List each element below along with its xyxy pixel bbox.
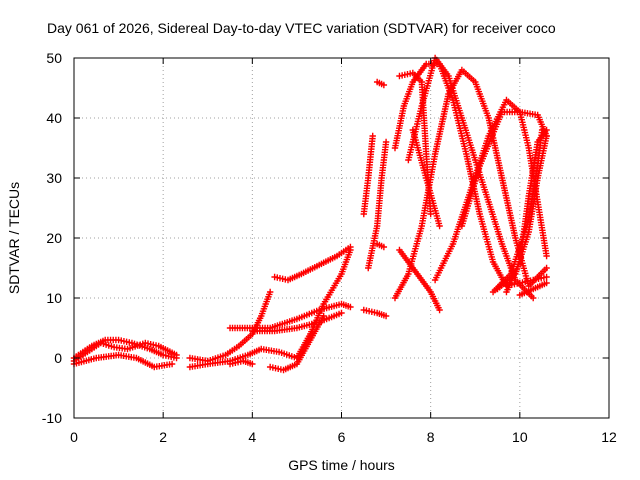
data-point (347, 303, 354, 311)
series-track-8 (226, 300, 354, 332)
y-tick-label: 20 (46, 230, 62, 246)
data-point (369, 132, 376, 140)
x-axis-label: GPS time / hours (288, 457, 395, 473)
data-point (543, 279, 550, 287)
series-track-26 (458, 108, 550, 230)
series-track-17 (396, 246, 443, 314)
series-track-11 (360, 306, 390, 320)
data-point (380, 243, 388, 251)
series-track-27 (516, 279, 550, 299)
data-point (543, 252, 550, 260)
x-tick-label: 10 (512, 429, 528, 445)
data-point (543, 273, 550, 281)
x-tick-label: 4 (248, 429, 256, 445)
series-track-10 (271, 243, 354, 284)
series-track-6 (226, 357, 256, 368)
series-track-14 (373, 240, 388, 251)
data-point (530, 294, 537, 302)
axis-ticks (73, 57, 610, 419)
y-tick-label: 0 (54, 350, 62, 366)
data-point (338, 309, 345, 317)
series-track-12 (360, 132, 376, 218)
chart-title: Day 061 of 2026, Sidereal Day-to-day VTE… (47, 20, 556, 36)
series-track-16 (391, 66, 550, 302)
data-point (173, 354, 180, 362)
series-track-15 (373, 78, 388, 89)
data-point (382, 138, 390, 146)
series-track-25 (489, 126, 546, 296)
y-tick-labels: -10 0 10 20 30 40 50 (42, 50, 62, 426)
series-track-21 (396, 69, 434, 218)
data-point (543, 132, 550, 140)
x-tick-label: 12 (601, 429, 617, 445)
series-track-13 (365, 138, 390, 272)
data-point (380, 81, 388, 89)
x-tick-label: 0 (70, 429, 78, 445)
x-tick-label: 8 (427, 429, 435, 445)
y-tick-label: 40 (46, 110, 62, 126)
y-axis-label: SDTVAR / TECUs (6, 182, 22, 294)
data-point (427, 210, 434, 218)
y-tick-label: 30 (46, 170, 62, 186)
y-tick-label: -10 (42, 410, 62, 426)
y-tick-label: 50 (46, 50, 62, 66)
data-point (543, 264, 550, 272)
series-track-9 (249, 309, 345, 335)
data-point (249, 360, 256, 368)
x-tick-label: 2 (159, 429, 167, 445)
x-tick-labels: 0 2 4 6 8 10 12 (70, 429, 617, 445)
data-point (436, 222, 443, 230)
data-point (266, 288, 274, 296)
y-tick-label: 10 (46, 290, 62, 306)
x-tick-label: 6 (338, 429, 346, 445)
series-track-2 (70, 336, 180, 362)
series-track-18 (391, 60, 550, 290)
data-point (382, 312, 390, 320)
data-point (168, 360, 176, 368)
data-points (70, 54, 550, 374)
data-point (436, 306, 443, 314)
data-point (347, 243, 354, 251)
